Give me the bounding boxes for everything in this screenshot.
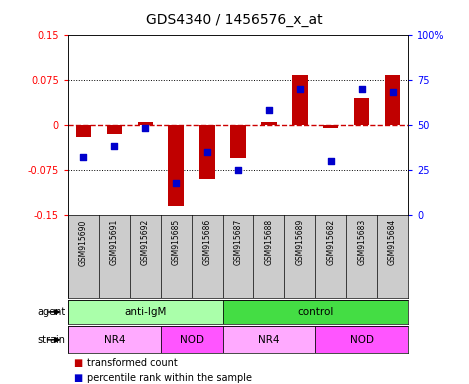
Text: GDS4340 / 1456576_x_at: GDS4340 / 1456576_x_at	[146, 13, 323, 27]
Point	[296, 86, 303, 92]
Text: strain: strain	[38, 335, 66, 345]
Text: GSM915687: GSM915687	[234, 219, 242, 265]
Bar	[261, 122, 277, 125]
Point	[389, 89, 396, 95]
Text: control: control	[297, 307, 333, 317]
Bar	[315, 326, 408, 353]
Point	[204, 149, 211, 155]
Bar	[137, 122, 153, 125]
Text: transformed count: transformed count	[87, 358, 177, 368]
Text: percentile rank within the sample: percentile rank within the sample	[87, 373, 252, 383]
Point	[327, 158, 334, 164]
Bar	[168, 125, 184, 206]
Bar	[68, 326, 161, 353]
Text: NR4: NR4	[104, 335, 125, 345]
Text: GSM915683: GSM915683	[357, 219, 366, 265]
Point	[358, 86, 365, 92]
Point	[265, 107, 272, 113]
Text: GSM915689: GSM915689	[295, 219, 304, 265]
Bar	[354, 98, 370, 125]
Bar	[292, 76, 308, 125]
Bar	[161, 326, 223, 353]
Text: GSM915690: GSM915690	[79, 219, 88, 266]
Text: agent: agent	[38, 307, 66, 317]
Text: GSM915691: GSM915691	[110, 219, 119, 265]
Bar	[223, 300, 408, 324]
Bar	[223, 326, 315, 353]
Text: NOD: NOD	[350, 335, 374, 345]
Bar	[68, 300, 223, 324]
Text: GSM915684: GSM915684	[388, 219, 397, 265]
Text: GSM915685: GSM915685	[172, 219, 181, 265]
Text: anti-IgM: anti-IgM	[124, 307, 166, 317]
Point	[80, 154, 87, 161]
Bar	[323, 125, 339, 128]
Point	[111, 143, 118, 149]
Point	[142, 125, 149, 131]
Bar	[199, 125, 215, 179]
Point	[234, 167, 242, 173]
Point	[173, 179, 180, 185]
Text: NR4: NR4	[258, 335, 280, 345]
Text: ■: ■	[73, 373, 82, 383]
Bar	[76, 125, 91, 137]
Text: GSM915692: GSM915692	[141, 219, 150, 265]
Text: GSM915686: GSM915686	[203, 219, 212, 265]
Text: ■: ■	[73, 358, 82, 368]
Text: NOD: NOD	[180, 335, 204, 345]
Bar	[385, 76, 401, 125]
Text: GSM915682: GSM915682	[326, 219, 335, 265]
Text: GSM915688: GSM915688	[265, 219, 273, 265]
Bar	[106, 125, 122, 134]
Bar	[230, 125, 246, 158]
